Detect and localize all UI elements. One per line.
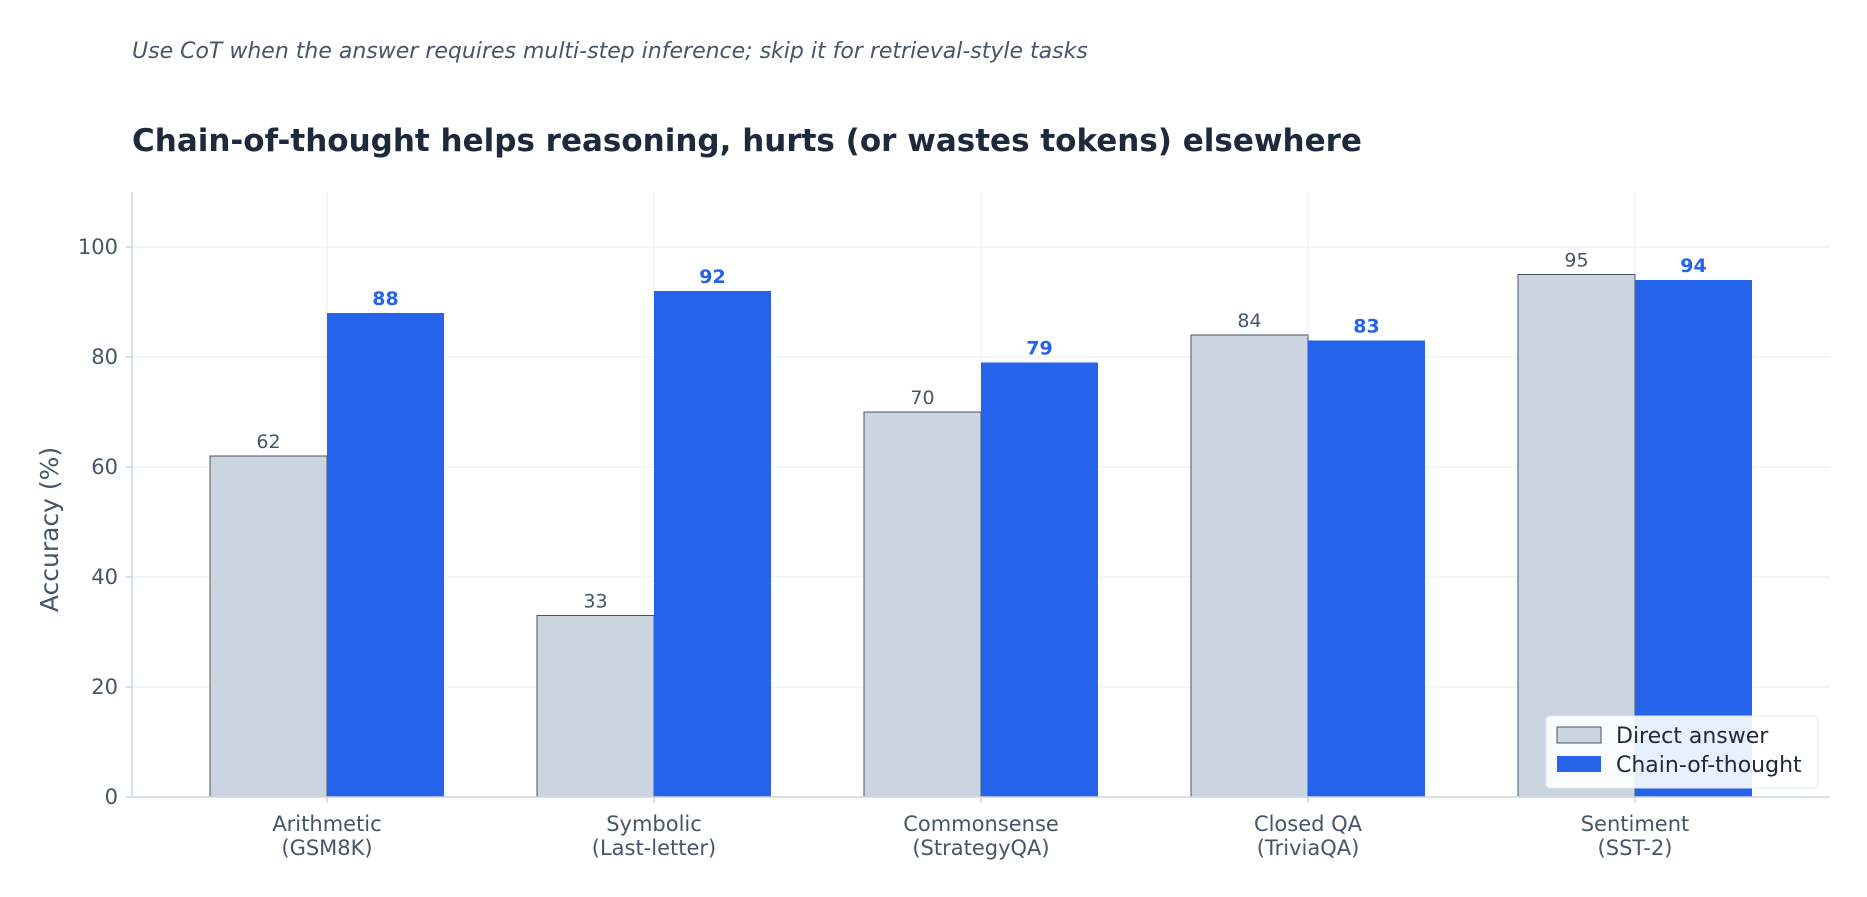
y-tick-label: 20 [91,675,118,699]
bar [654,291,771,797]
chart-subtitle: Use CoT when the answer requires multi-s… [132,39,1088,64]
bar [1308,340,1425,797]
data-label: 83 [1353,316,1379,338]
legend-swatch [1557,756,1601,772]
y-tick-label: 100 [78,235,118,259]
y-axis-label: Accuracy (%) [35,447,64,612]
data-label: 84 [1237,310,1261,332]
data-label: 70 [910,387,934,409]
bar [209,455,328,798]
x-tick-label: (StrategyQA) [912,836,1049,860]
x-axis-ticks: Arithmetic(GSM8K) Symbolic(Last-letter) Co… [272,797,1689,860]
data-label: 95 [1564,250,1588,272]
bar [1190,334,1309,798]
bar [1635,280,1752,797]
x-tick-label: Arithmetic [272,812,381,836]
legend-box [1545,715,1819,789]
x-tick-label: (GSM8K) [281,836,372,860]
data-label: 79 [1026,338,1052,360]
y-tick-label: 80 [91,345,118,369]
x-tick-label: Closed QA [1254,812,1363,836]
x-tick-label: Commonsense [903,812,1059,836]
data-label: 62 [256,431,280,453]
x-tick-label: Sentiment [1581,812,1690,836]
data-label: 88 [372,288,398,310]
bar [327,313,444,797]
legend-label: Chain-of-thought [1616,753,1802,778]
data-label: 92 [699,266,725,288]
legend-label: Direct answer [1616,724,1769,749]
data-labels: 62 33 70 84 95 88 92 79 83 94 [256,250,1706,613]
bar [981,362,1098,797]
y-axis-ticks: 0 20 40 60 80 100 [78,235,132,809]
bar [863,411,982,798]
legend-swatch [1556,726,1602,744]
data-label: 94 [1680,255,1706,277]
x-tick-label: (TriviaQA) [1257,836,1360,860]
y-tick-label: 60 [91,455,118,479]
x-tick-label: Symbolic [606,812,702,836]
data-label: 33 [583,591,607,613]
y-tick-label: 40 [91,565,118,589]
x-tick-label: (Last-letter) [592,836,716,860]
chart-title: Chain-of-thought helps reasoning, hurts … [132,123,1362,159]
y-tick-label: 0 [105,785,118,809]
legend: Direct answer Chain-of-thought [1545,715,1819,789]
bar [536,615,655,798]
bar [1517,274,1636,798]
bars [209,274,1752,798]
x-tick-label: (SST-2) [1598,836,1673,860]
